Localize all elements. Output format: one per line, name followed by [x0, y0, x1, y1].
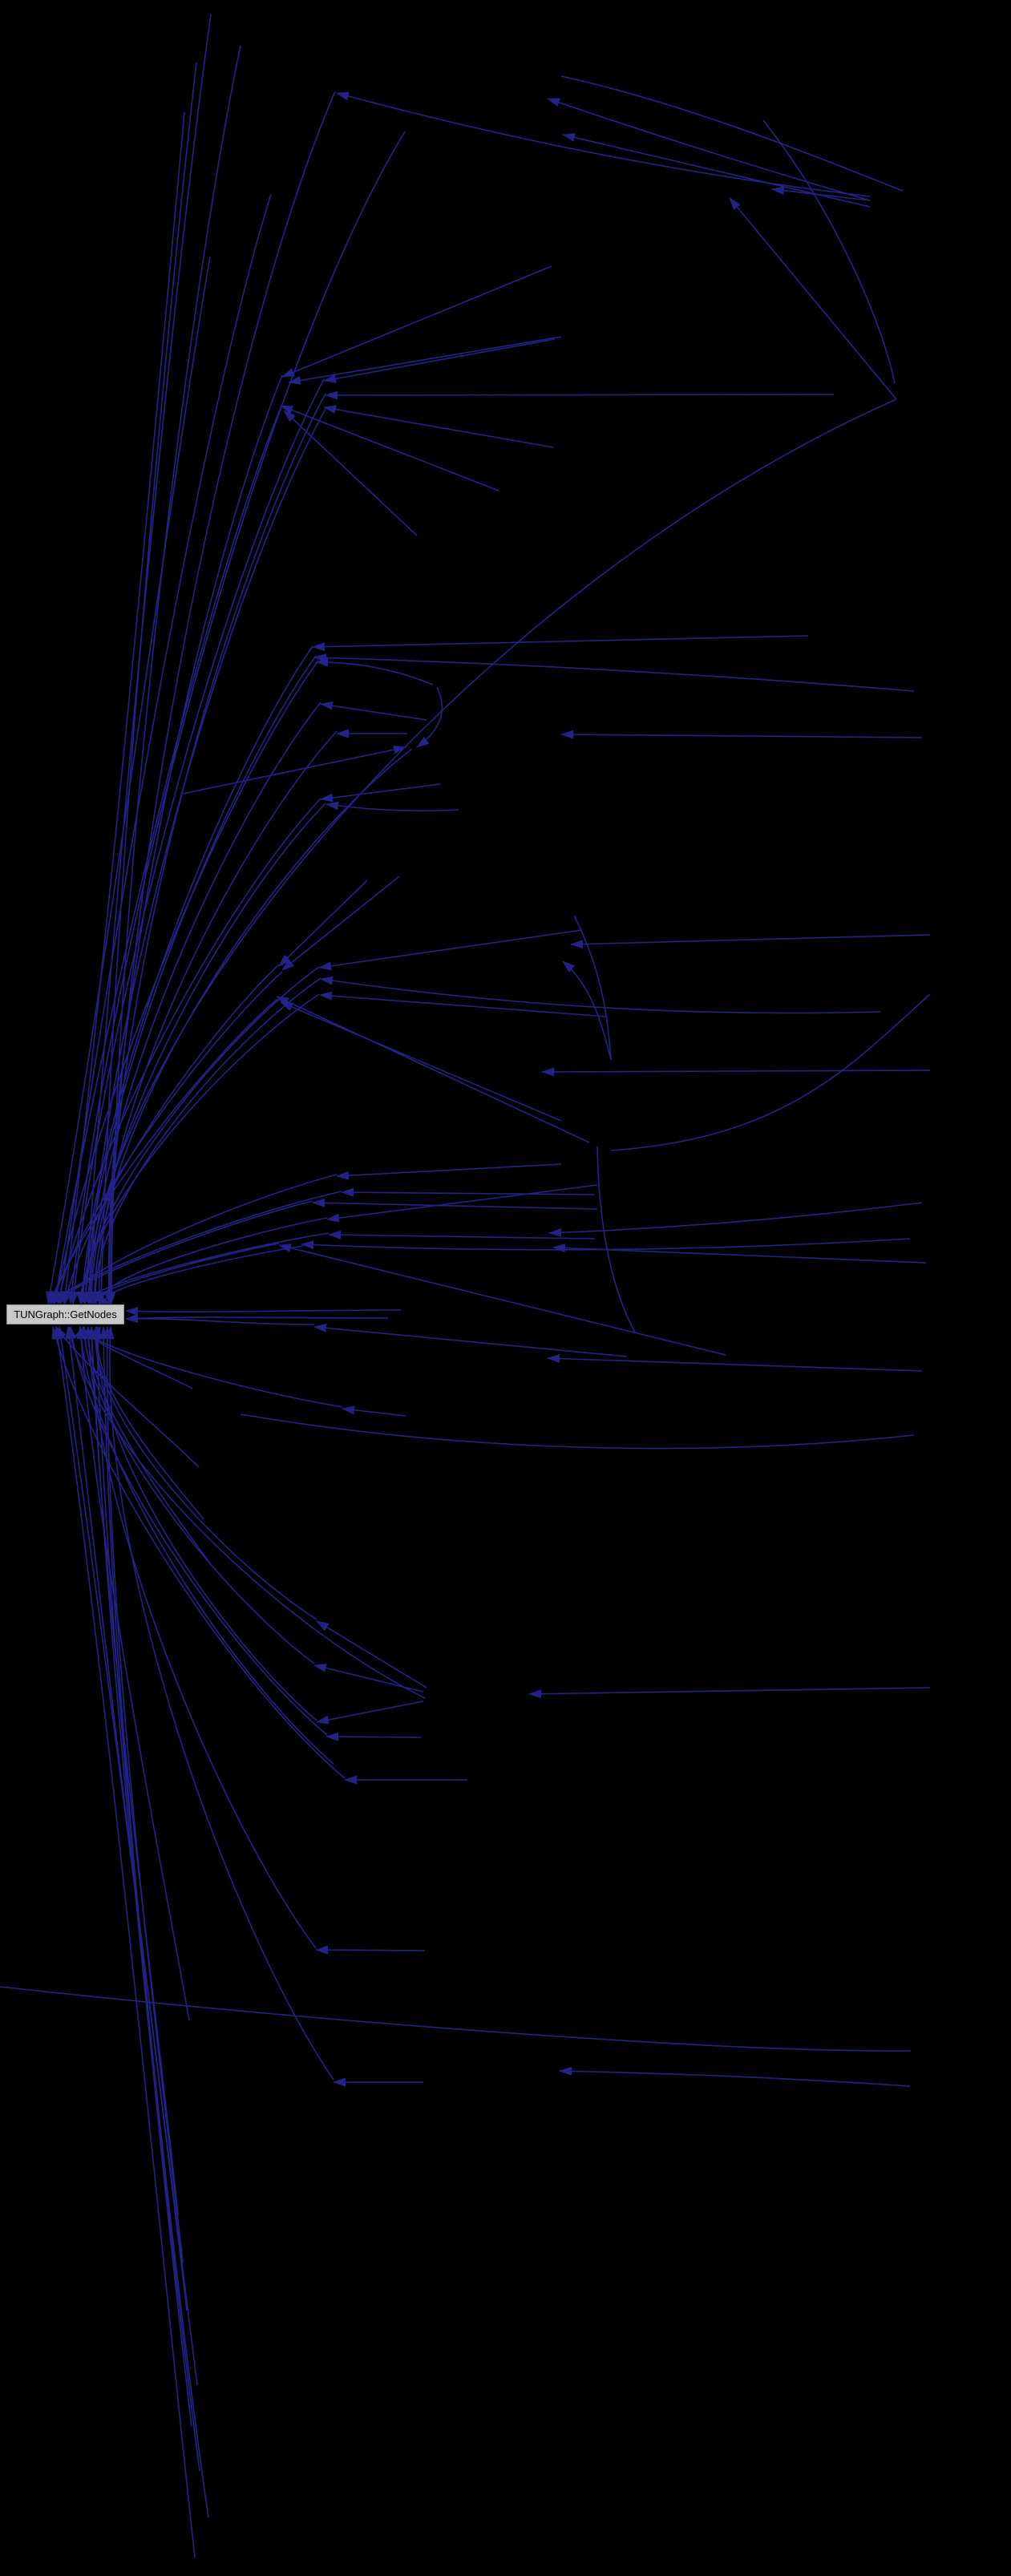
- caller-node[interactable]: TUNGraph::GetNodes: [6, 1304, 124, 1324]
- caller-node-label: TUNGraph::GetNodes: [14, 1308, 117, 1320]
